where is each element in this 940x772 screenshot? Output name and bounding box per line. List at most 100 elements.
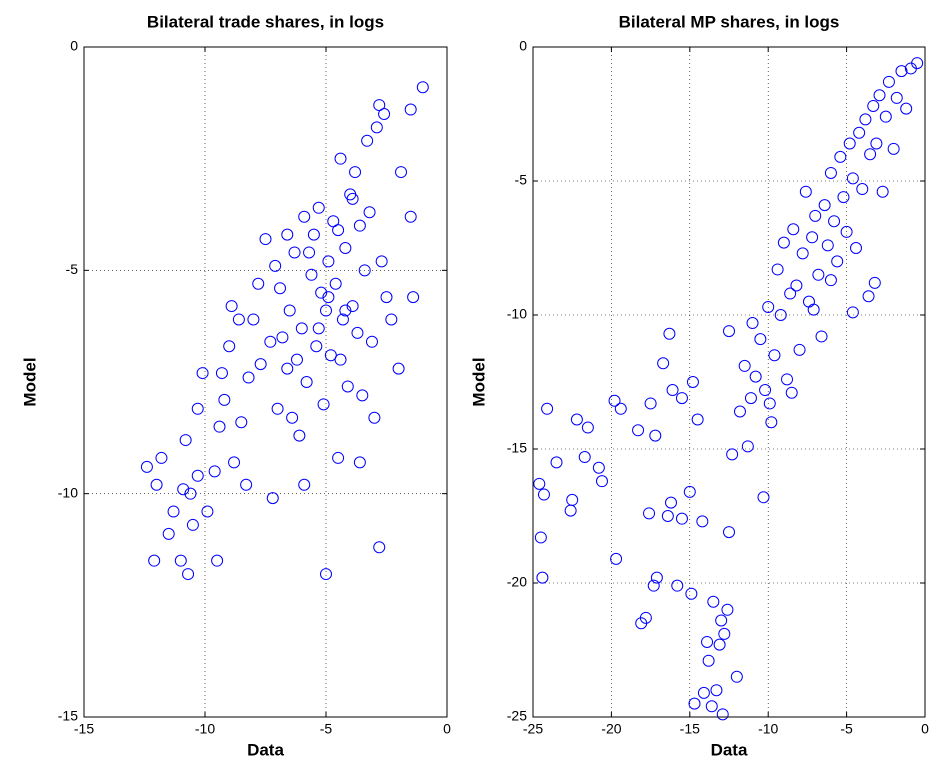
point (274, 282, 287, 295)
point (353, 456, 366, 469)
x-tick-label: -25 (523, 721, 543, 737)
point (705, 700, 718, 713)
point (581, 421, 594, 434)
point (733, 405, 746, 418)
point (293, 429, 306, 442)
point (150, 478, 163, 491)
point (608, 394, 621, 407)
point (730, 670, 743, 683)
point (288, 246, 301, 259)
point (254, 358, 267, 371)
point (213, 420, 226, 433)
x-tick-label: -5 (320, 721, 333, 737)
point (177, 483, 190, 496)
point (312, 201, 325, 214)
point (404, 103, 417, 116)
point (856, 183, 869, 196)
point (757, 491, 770, 504)
x-tick-label: -20 (601, 721, 621, 737)
point (385, 313, 398, 326)
point (324, 349, 337, 362)
point (683, 485, 696, 498)
point (785, 386, 798, 399)
point (807, 303, 820, 316)
point (824, 166, 837, 179)
point (643, 507, 656, 520)
point (218, 393, 231, 406)
point (404, 210, 417, 223)
point (649, 429, 662, 442)
point (870, 137, 883, 150)
point (723, 526, 735, 539)
point (864, 148, 877, 161)
point (828, 215, 841, 228)
point (339, 304, 352, 317)
point (550, 456, 563, 469)
y-axis-label: Model (20, 357, 39, 406)
point (252, 277, 265, 290)
x-tick-label: 0 (443, 721, 451, 737)
y-tick-label: -10 (507, 306, 527, 322)
point (713, 638, 726, 651)
point (787, 223, 800, 236)
point (781, 373, 794, 386)
point (191, 402, 204, 415)
point (162, 527, 175, 540)
point (416, 81, 429, 94)
y-tick-label: -25 (507, 708, 527, 724)
point (240, 478, 253, 491)
point (300, 376, 313, 388)
point (661, 510, 674, 522)
point (701, 635, 714, 648)
point (276, 331, 289, 344)
point (763, 397, 776, 410)
point (663, 327, 676, 340)
point (799, 185, 812, 198)
point (332, 224, 345, 237)
point (840, 225, 853, 238)
chart-title: Bilateral MP shares, in logs (619, 12, 840, 31)
point (818, 199, 831, 212)
point (266, 492, 279, 505)
point (759, 384, 772, 397)
point (269, 259, 282, 272)
point (876, 185, 889, 198)
point (286, 411, 299, 424)
point (303, 246, 316, 259)
point (873, 89, 886, 102)
point (726, 448, 739, 461)
point (578, 451, 591, 464)
point (879, 110, 892, 123)
point (771, 263, 784, 276)
x-axis-label: Data (711, 740, 748, 759)
x-tick-label: -10 (758, 721, 778, 737)
x-tick-label: -15 (680, 721, 700, 737)
point (191, 469, 204, 482)
point (741, 440, 754, 453)
point (744, 392, 757, 405)
point (610, 552, 623, 565)
point (644, 397, 657, 410)
point (721, 603, 734, 616)
point (614, 402, 627, 415)
point (341, 380, 354, 393)
point (762, 300, 775, 313)
plot-area (84, 47, 447, 717)
point (395, 166, 408, 179)
point (715, 614, 728, 627)
point (592, 461, 605, 474)
point (370, 121, 383, 134)
point (305, 268, 318, 281)
point (351, 326, 364, 339)
point (223, 340, 236, 353)
point (334, 152, 347, 165)
point (339, 242, 352, 254)
point (242, 371, 255, 384)
point (196, 367, 209, 380)
point (534, 531, 547, 544)
point (247, 313, 260, 326)
point (806, 231, 819, 244)
point (675, 392, 688, 405)
point (746, 317, 759, 330)
point (380, 291, 393, 304)
